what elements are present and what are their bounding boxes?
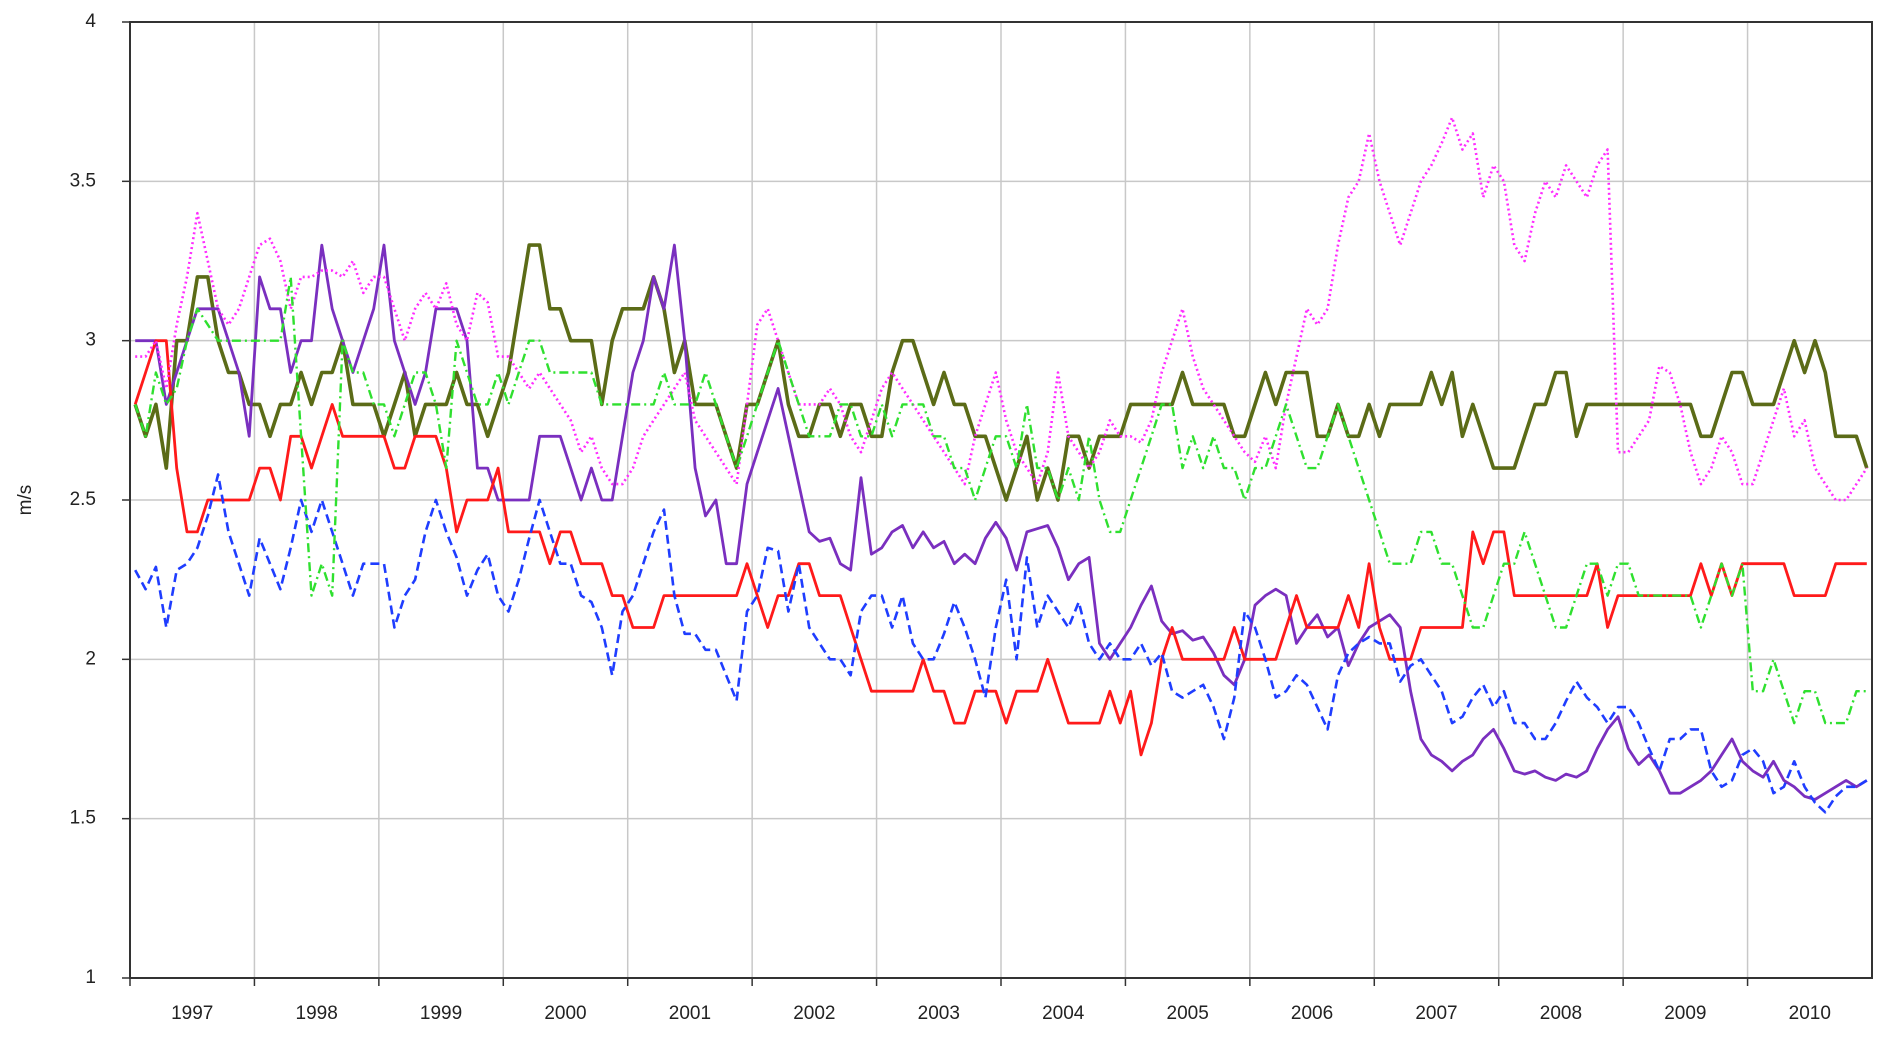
series-line	[135, 116, 1868, 502]
x-tick-label: 2008	[1540, 1003, 1582, 1024]
x-tick-label: 2009	[1664, 1003, 1706, 1024]
x-tick-label: 2006	[1291, 1003, 1333, 1024]
y-tick-label: 2.5	[70, 489, 96, 510]
y-tick-label: 1.5	[70, 808, 96, 829]
y-tick-label: 4	[85, 11, 96, 32]
x-tick-label: 1997	[171, 1003, 213, 1024]
x-tick-label: 2007	[1415, 1003, 1457, 1024]
series-line	[133, 243, 1869, 502]
y-tick-label: 2	[85, 648, 96, 669]
x-tick-label: 2005	[1167, 1003, 1209, 1024]
series-line	[135, 243, 1868, 801]
y-axis-label: m/s	[15, 485, 36, 516]
y-tick-label: 3.5	[70, 170, 96, 191]
x-tick-label: 2000	[544, 1003, 586, 1024]
x-tick-label: 1998	[296, 1003, 338, 1024]
x-tick-label: 2002	[793, 1003, 835, 1024]
x-tick-label: 2004	[1042, 1003, 1085, 1024]
plot-frame	[129, 21, 1873, 979]
x-tick-label: 2010	[1789, 1003, 1831, 1024]
x-tick-label: 1999	[420, 1003, 462, 1024]
series-line	[134, 473, 1868, 814]
y-tick-label: 3	[85, 330, 96, 351]
y-tick-label: 1	[85, 967, 96, 988]
x-tick-label: 2003	[918, 1003, 960, 1024]
x-tick-label: 2001	[669, 1003, 711, 1024]
series-line	[133, 339, 1867, 757]
series-line	[134, 275, 1867, 725]
